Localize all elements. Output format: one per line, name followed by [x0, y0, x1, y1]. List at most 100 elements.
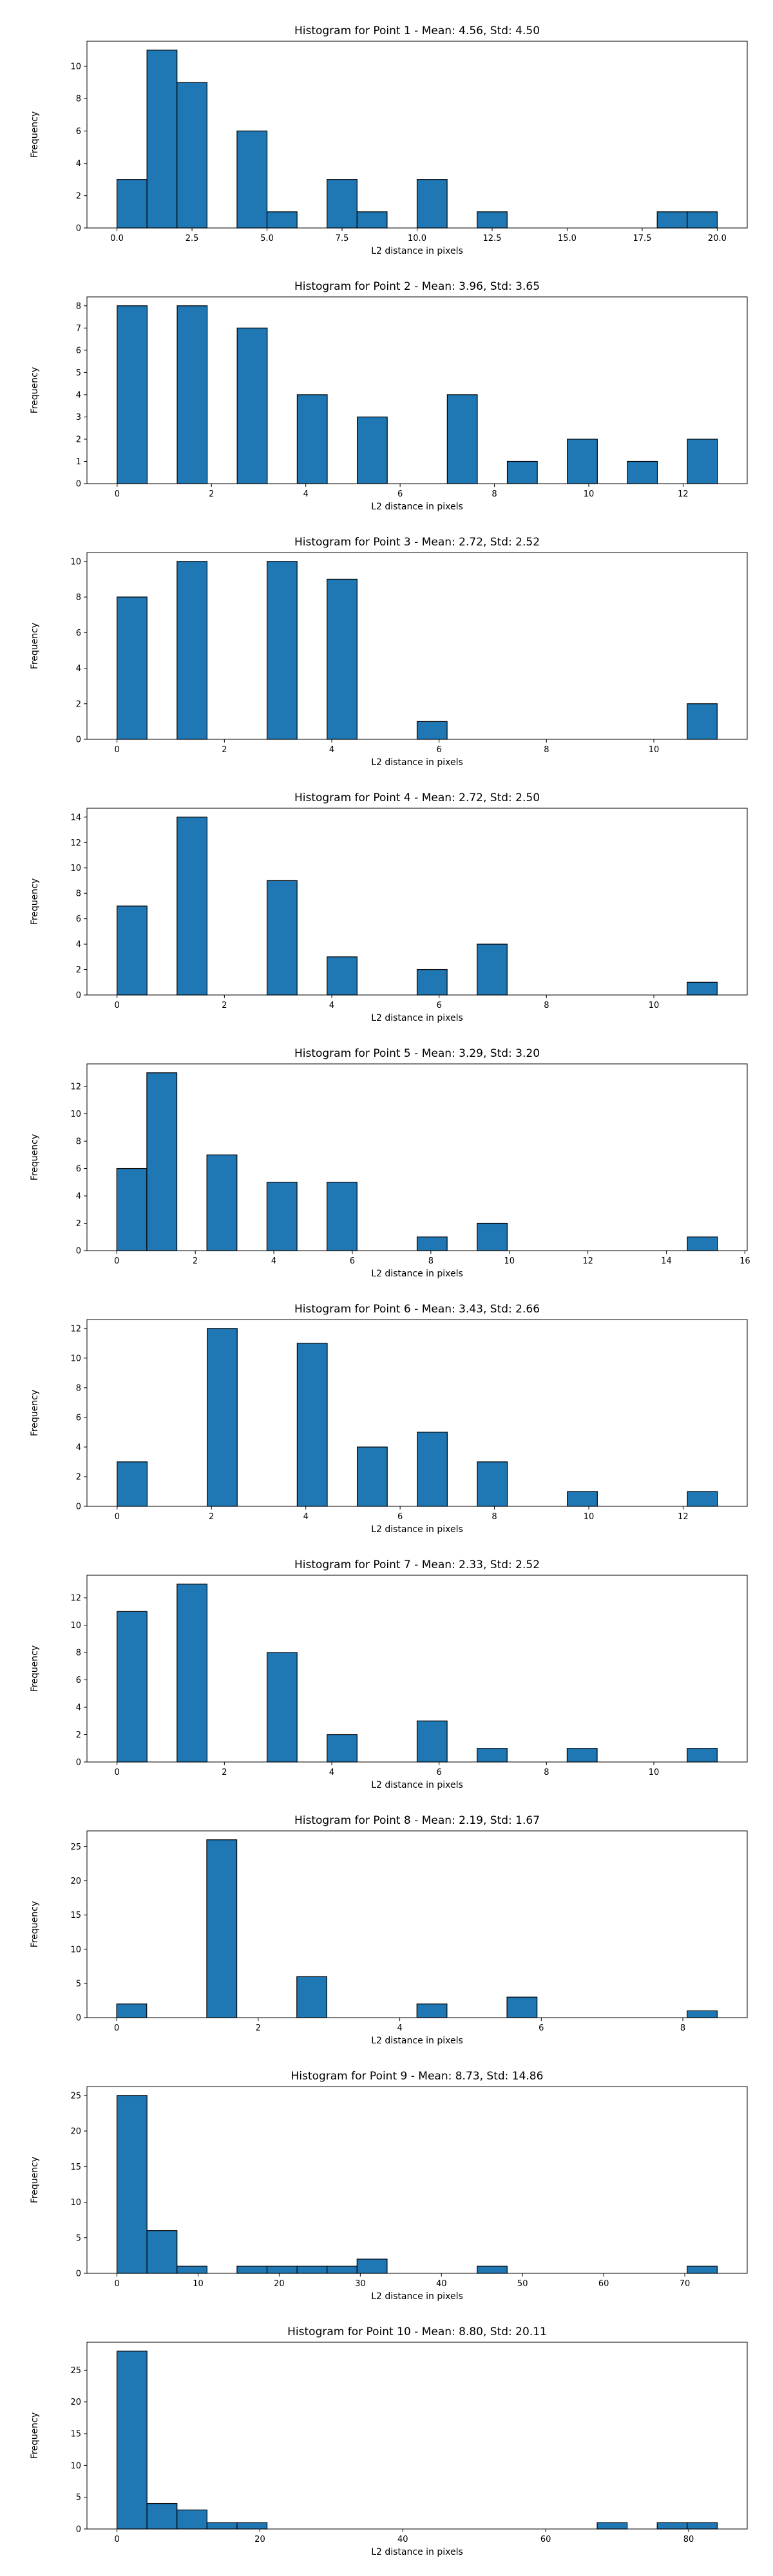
- histogram-bar: [356, 211, 388, 229]
- y-tick-label: 2: [76, 1219, 81, 1229]
- y-axis-label: Frequency: [30, 111, 40, 158]
- histogram-bar: [327, 1182, 358, 1251]
- histogram-bar: [416, 721, 448, 740]
- x-tick-label: 8: [544, 1768, 549, 1777]
- chart-title: Histogram for Point 5 - Mean: 3.29, Std:…: [294, 1047, 540, 1060]
- y-tick-label: 10: [70, 1354, 81, 1363]
- histogram-bar: [416, 179, 448, 229]
- x-tick-label: 0.0: [110, 234, 124, 243]
- y-tick-label: 4: [76, 1443, 81, 1452]
- x-tick-label: 2.5: [186, 234, 199, 243]
- x-axis-label: L2 distance in pixels: [371, 1524, 463, 1535]
- histogram-bar: [446, 394, 478, 484]
- y-tick-label: 6: [76, 914, 81, 924]
- x-tick-label: 60: [598, 2279, 609, 2289]
- histogram-bar: [296, 1343, 328, 1507]
- y-tick-label: 12: [70, 1594, 81, 1604]
- x-tick-label: 0: [114, 2279, 119, 2289]
- x-tick-label: 8: [491, 1512, 497, 1522]
- x-tick-label: 10: [584, 1512, 595, 1522]
- histogram-bar: [506, 1996, 538, 2018]
- axes-frame: [86, 808, 748, 996]
- y-tick-label: 0: [76, 2269, 81, 2279]
- histogram-bar: [627, 460, 658, 484]
- y-tick-label: 8: [76, 593, 81, 603]
- histogram-chart-1: Histogram for Point 1 - Mean: 4.56, Std:…: [30, 24, 748, 256]
- histogram-bar: [416, 1236, 448, 1251]
- histogram-bar: [687, 2522, 718, 2530]
- x-tick-label: 15.0: [558, 234, 577, 243]
- x-tick-label: 8: [544, 1001, 549, 1010]
- chart-title: Histogram for Point 8 - Mean: 2.19, Std:…: [294, 1814, 540, 1827]
- histogram-bar: [296, 2266, 328, 2274]
- histogram-bar: [116, 2351, 148, 2530]
- y-tick-label: 15: [70, 2430, 81, 2439]
- histogram-bar: [236, 327, 268, 484]
- histogram-bar: [417, 1432, 448, 1507]
- histogram-bar: [117, 1611, 148, 1763]
- x-tick-label: 5.0: [260, 234, 274, 243]
- histogram-bar: [266, 1652, 298, 1763]
- histogram-bar: [477, 2266, 508, 2274]
- histogram-bar: [177, 82, 207, 229]
- y-tick-label: 20: [70, 2127, 81, 2137]
- y-tick-label: 20: [70, 1877, 81, 1886]
- x-tick-label: 0: [114, 2023, 119, 2033]
- x-tick-label: 12.5: [483, 234, 502, 243]
- y-tick-label: 10: [70, 1110, 81, 1119]
- histogram-bar: [177, 2266, 207, 2274]
- histogram-bar: [566, 1748, 598, 1763]
- x-axis-label: L2 distance in pixels: [371, 2036, 463, 2046]
- y-tick-label: 0: [76, 1247, 81, 1256]
- histogram-bar: [206, 1839, 238, 2018]
- histogram-bar: [327, 179, 358, 229]
- y-tick-label: 2: [76, 435, 81, 444]
- histogram-bar: [687, 1748, 718, 1763]
- histogram-bar: [177, 305, 208, 484]
- histogram-bar: [146, 1072, 178, 1251]
- histogram-bar: [687, 981, 718, 996]
- x-tick-label: 0: [115, 745, 120, 755]
- y-tick-label: 8: [76, 1137, 81, 1147]
- x-tick-label: 6: [350, 1256, 355, 1266]
- x-tick-label: 2: [256, 2023, 261, 2033]
- y-tick-label: 5: [76, 2233, 81, 2243]
- x-tick-label: 2: [222, 745, 227, 755]
- histogram-bar: [506, 460, 538, 484]
- histogram-bar: [296, 394, 328, 484]
- chart-title: Histogram for Point 3 - Mean: 2.72, Std:…: [294, 536, 540, 549]
- y-tick-label: 4: [76, 664, 81, 674]
- y-tick-label: 25: [70, 2366, 81, 2376]
- y-tick-label: 8: [76, 889, 81, 899]
- x-tick-label: 0: [115, 1001, 120, 1010]
- y-tick-label: 8: [76, 1383, 81, 1393]
- y-tick-label: 12: [70, 838, 81, 848]
- y-tick-label: 20: [70, 2398, 81, 2407]
- x-tick-label: 10: [649, 745, 660, 755]
- x-tick-label: 10: [504, 1256, 515, 1266]
- histogram-bar: [327, 2266, 358, 2274]
- chart-title: Histogram for Point 10 - Mean: 8.80, Std…: [287, 2325, 547, 2338]
- histogram-chart-10: Histogram for Point 10 - Mean: 8.80, Std…: [30, 2325, 748, 2557]
- chart-title: Histogram for Point 4 - Mean: 2.72, Std:…: [294, 791, 540, 804]
- x-tick-label: 4: [329, 1768, 334, 1777]
- y-tick-label: 4: [76, 390, 81, 400]
- y-tick-label: 25: [70, 2091, 81, 2101]
- axes-frame: [86, 1063, 748, 1251]
- x-axis-label: L2 distance in pixels: [371, 2291, 463, 2302]
- histogram-chart-4: Histogram for Point 4 - Mean: 2.72, Std:…: [30, 791, 748, 1023]
- histogram-bar: [117, 1461, 148, 1507]
- axes-frame: [86, 1830, 748, 2018]
- y-axis-label: Frequency: [30, 1390, 40, 1436]
- y-tick-label: 0: [76, 1502, 81, 1512]
- histogram-chart-5: Histogram for Point 5 - Mean: 3.29, Std:…: [30, 1047, 750, 1279]
- histogram-bar: [656, 211, 688, 229]
- y-tick-label: 5: [76, 1979, 81, 1989]
- histogram-bar: [687, 1236, 718, 1251]
- histogram-bar: [296, 1976, 327, 2018]
- histogram-bar: [236, 130, 268, 229]
- y-tick-label: 2: [76, 699, 81, 709]
- histogram-bar: [477, 1748, 508, 1763]
- x-axis-label: L2 distance in pixels: [371, 1780, 463, 1790]
- x-tick-label: 4: [329, 745, 334, 755]
